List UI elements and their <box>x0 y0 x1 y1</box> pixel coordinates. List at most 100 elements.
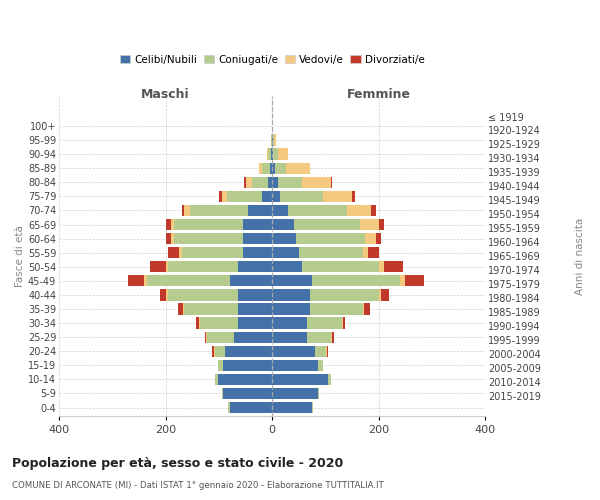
Bar <box>275 162 286 174</box>
Legend: Celibi/Nubili, Coniugati/e, Vedovi/e, Divorziati/e: Celibi/Nubili, Coniugati/e, Vedovi/e, Di… <box>116 50 428 69</box>
Text: Maschi: Maschi <box>141 88 190 102</box>
Bar <box>272 332 307 343</box>
Bar <box>262 162 269 174</box>
Bar <box>278 148 288 160</box>
Bar <box>272 247 299 258</box>
Bar <box>317 360 323 371</box>
Bar <box>272 275 312 286</box>
Bar <box>230 275 272 286</box>
Bar <box>307 318 341 328</box>
Bar <box>222 388 223 399</box>
Bar <box>273 134 274 145</box>
Bar <box>379 219 384 230</box>
Bar <box>168 247 179 258</box>
Bar <box>274 134 277 145</box>
Bar <box>184 205 190 216</box>
Bar <box>171 219 173 230</box>
Bar <box>262 190 272 202</box>
Bar <box>238 261 272 272</box>
Bar <box>272 233 296 244</box>
Bar <box>288 205 347 216</box>
Bar <box>218 374 272 385</box>
Bar <box>293 219 360 230</box>
Bar <box>272 374 328 385</box>
Bar <box>272 346 315 357</box>
Bar <box>379 290 382 300</box>
Bar <box>331 176 332 188</box>
Bar <box>332 332 334 343</box>
Bar <box>286 162 310 174</box>
Bar <box>341 318 343 328</box>
Bar <box>238 318 272 328</box>
Bar <box>215 374 218 385</box>
Bar <box>221 190 227 202</box>
Bar <box>323 190 352 202</box>
Bar <box>376 233 382 244</box>
Bar <box>182 304 184 314</box>
Bar <box>234 332 272 343</box>
Bar <box>200 318 238 328</box>
Bar <box>166 290 168 300</box>
Bar <box>400 275 406 286</box>
Bar <box>190 205 248 216</box>
Bar <box>272 318 307 328</box>
Bar <box>229 402 230 413</box>
Bar <box>371 205 376 216</box>
Bar <box>182 205 184 216</box>
Bar <box>317 388 319 399</box>
Bar <box>272 304 310 314</box>
Bar <box>227 190 262 202</box>
Bar <box>182 247 243 258</box>
Bar <box>331 332 332 343</box>
Bar <box>296 233 365 244</box>
Text: Femmine: Femmine <box>347 88 411 102</box>
Bar <box>312 402 313 413</box>
Bar <box>166 219 171 230</box>
Bar <box>171 233 173 244</box>
Y-axis label: Anni di nascita: Anni di nascita <box>575 218 585 295</box>
Bar <box>205 332 206 343</box>
Bar <box>248 205 272 216</box>
Bar <box>302 261 379 272</box>
Bar <box>272 162 275 174</box>
Bar <box>166 233 171 244</box>
Bar <box>272 219 293 230</box>
Bar <box>365 233 376 244</box>
Bar <box>312 275 400 286</box>
Bar <box>206 332 207 343</box>
Bar <box>310 290 379 300</box>
Bar <box>352 190 355 202</box>
Bar <box>273 148 278 160</box>
Bar <box>223 360 272 371</box>
Bar <box>315 346 326 357</box>
Bar <box>278 176 302 188</box>
Bar <box>178 304 182 314</box>
Bar <box>310 304 363 314</box>
Bar <box>238 290 272 300</box>
Bar <box>149 261 166 272</box>
Bar <box>272 261 302 272</box>
Bar <box>214 346 215 357</box>
Bar <box>272 205 288 216</box>
Bar <box>128 275 144 286</box>
Bar <box>244 176 245 188</box>
Bar <box>307 332 331 343</box>
Bar <box>173 233 243 244</box>
Bar <box>343 318 345 328</box>
Bar <box>243 247 272 258</box>
Bar <box>368 247 379 258</box>
Bar <box>179 247 182 258</box>
Bar <box>168 261 238 272</box>
Bar <box>347 205 371 216</box>
Bar <box>272 402 312 413</box>
Bar <box>147 275 230 286</box>
Bar <box>272 360 317 371</box>
Bar <box>230 402 272 413</box>
Bar <box>280 190 323 202</box>
Bar <box>272 388 317 399</box>
Bar <box>382 290 389 300</box>
Bar <box>269 162 272 174</box>
Bar <box>363 304 364 314</box>
Bar <box>379 261 384 272</box>
Bar <box>215 346 225 357</box>
